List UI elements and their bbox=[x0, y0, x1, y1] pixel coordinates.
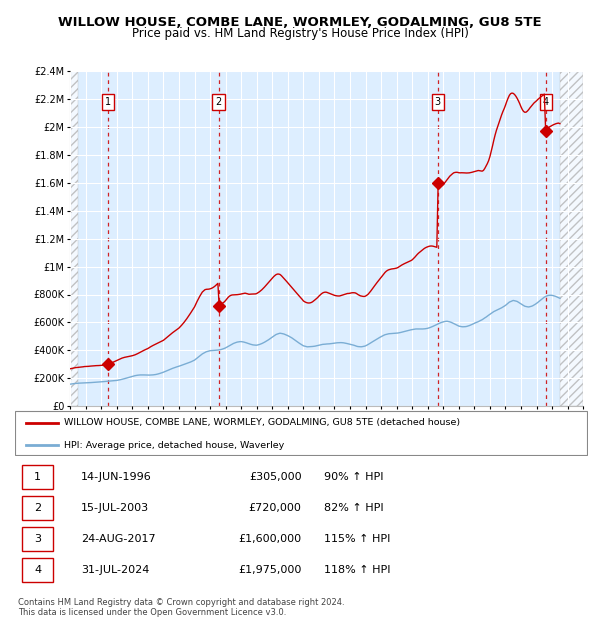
Text: £1,600,000: £1,600,000 bbox=[238, 534, 302, 544]
Text: £720,000: £720,000 bbox=[248, 503, 302, 513]
Text: 2: 2 bbox=[34, 503, 41, 513]
Bar bbox=[560, 71, 583, 406]
Text: 118% ↑ HPI: 118% ↑ HPI bbox=[325, 565, 391, 575]
Text: Price paid vs. HM Land Registry's House Price Index (HPI): Price paid vs. HM Land Registry's House … bbox=[131, 27, 469, 40]
Text: 24-AUG-2017: 24-AUG-2017 bbox=[81, 534, 155, 544]
Text: 90% ↑ HPI: 90% ↑ HPI bbox=[325, 472, 384, 482]
Text: HPI: Average price, detached house, Waverley: HPI: Average price, detached house, Wave… bbox=[64, 441, 284, 450]
Text: WILLOW HOUSE, COMBE LANE, WORMLEY, GODALMING, GU8 5TE (detached house): WILLOW HOUSE, COMBE LANE, WORMLEY, GODAL… bbox=[64, 418, 460, 427]
Bar bbox=[22, 558, 53, 582]
Text: 31-JUL-2024: 31-JUL-2024 bbox=[81, 565, 149, 575]
Text: 82% ↑ HPI: 82% ↑ HPI bbox=[325, 503, 384, 513]
Bar bbox=[22, 465, 53, 489]
Text: 2: 2 bbox=[215, 97, 221, 107]
Text: Contains HM Land Registry data © Crown copyright and database right 2024.: Contains HM Land Registry data © Crown c… bbox=[18, 598, 344, 607]
Text: 3: 3 bbox=[34, 534, 41, 544]
Bar bbox=[70, 71, 78, 406]
Bar bbox=[22, 527, 53, 551]
Text: 4: 4 bbox=[34, 565, 41, 575]
Text: This data is licensed under the Open Government Licence v3.0.: This data is licensed under the Open Gov… bbox=[18, 608, 286, 617]
Text: 15-JUL-2003: 15-JUL-2003 bbox=[81, 503, 149, 513]
Text: 1: 1 bbox=[34, 472, 41, 482]
Text: £305,000: £305,000 bbox=[249, 472, 302, 482]
Text: 1: 1 bbox=[105, 97, 112, 107]
Text: £1,975,000: £1,975,000 bbox=[238, 565, 302, 575]
Text: WILLOW HOUSE, COMBE LANE, WORMLEY, GODALMING, GU8 5TE: WILLOW HOUSE, COMBE LANE, WORMLEY, GODAL… bbox=[58, 16, 542, 29]
Text: 115% ↑ HPI: 115% ↑ HPI bbox=[325, 534, 391, 544]
Text: 4: 4 bbox=[542, 97, 548, 107]
Text: 14-JUN-1996: 14-JUN-1996 bbox=[81, 472, 152, 482]
Text: 3: 3 bbox=[435, 97, 441, 107]
Bar bbox=[22, 496, 53, 520]
